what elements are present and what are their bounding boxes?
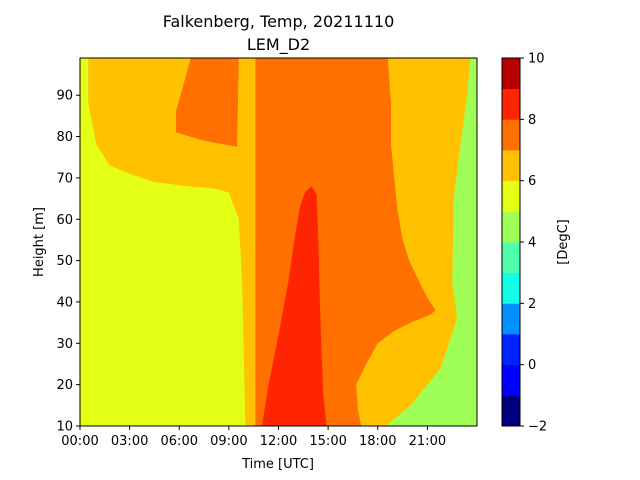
- contour-region-8: [262, 186, 327, 426]
- x-tick-label: 09:00: [210, 434, 247, 449]
- chart-title: Falkenberg, Temp, 20211110: [162, 12, 395, 31]
- contour-region-3: [80, 58, 246, 426]
- contour-regions: [80, 58, 471, 426]
- y-axis-label: Height [m]: [32, 207, 47, 277]
- x-tick-label: 03:00: [111, 434, 148, 449]
- colorbar-segment: [502, 395, 520, 427]
- x-tick-label: 12:00: [260, 434, 297, 449]
- colorbar-tick-label: 2: [528, 297, 536, 312]
- y-tick-label: 30: [56, 337, 73, 352]
- colorbar-segment: [502, 272, 520, 304]
- colorbar-tick-label: 6: [528, 174, 536, 189]
- x-tick-label: 15:00: [309, 434, 346, 449]
- colorbar-label: [DegC]: [556, 219, 571, 264]
- y-tick-label: 40: [56, 295, 73, 310]
- y-axis: 10 20 30 40 50 60 70 80 90: [56, 89, 80, 435]
- colorbar-segment: [502, 150, 520, 182]
- chart-subtitle: LEM_D2: [246, 35, 311, 54]
- y-tick-label: 70: [56, 171, 73, 186]
- colorbar-segment: [502, 119, 520, 151]
- y-tick-label: 90: [56, 89, 73, 104]
- contour-region-5: [356, 58, 471, 426]
- colorbar-segment: [502, 334, 520, 366]
- colorbar-segment: [502, 242, 520, 274]
- colorbar-tick-label: −2: [528, 420, 547, 435]
- y-tick-label: 80: [56, 130, 73, 145]
- x-tick-label: 21:00: [409, 434, 446, 449]
- contour-region-6: [175, 58, 239, 147]
- colorbar-segment: [502, 211, 520, 243]
- colorbar-segment: [502, 303, 520, 335]
- y-tick-label: 50: [56, 254, 73, 269]
- colorbar-segment: [502, 88, 520, 120]
- x-axis-label: Time [UTC]: [241, 457, 314, 472]
- colorbar-tick-label: 10: [528, 52, 545, 67]
- colorbar-segment: [502, 364, 520, 396]
- colorbar-tick-label: 8: [528, 113, 536, 128]
- y-tick-label: 10: [56, 420, 73, 435]
- colorbar: −2 0 2 4 6 8 10: [501, 52, 547, 435]
- colorbar-segment: [502, 180, 520, 212]
- colorbar-segment: [502, 58, 520, 90]
- y-tick-label: 60: [56, 213, 73, 228]
- x-axis: 00:00 03:00 06:00 09:00 12:00 15:00 18:00 21:00: [61, 426, 446, 449]
- colorbar-tick-label: 0: [528, 358, 536, 373]
- x-tick-label: 06:00: [161, 434, 198, 449]
- contour-region-4: [88, 58, 256, 426]
- colorbar-tick-label: 4: [528, 236, 536, 251]
- x-tick-label: 00:00: [61, 434, 98, 449]
- x-tick-label: 18:00: [359, 434, 396, 449]
- y-tick-label: 20: [56, 378, 73, 393]
